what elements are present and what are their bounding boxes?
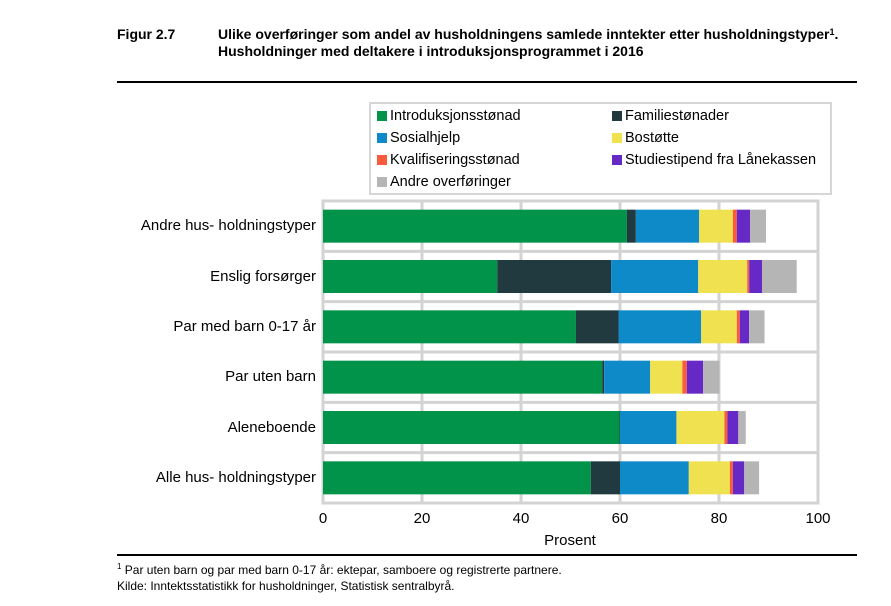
- legend-swatch: [612, 133, 622, 143]
- bar-segment: [323, 411, 620, 444]
- figure-title-main: Ulike overføringer som andel av husholdn…: [218, 26, 830, 42]
- legend-item-kvalifiseringsstonad: Kvalifiseringsstønad: [377, 152, 520, 168]
- bar-segment: [738, 411, 746, 444]
- bar-segment: [701, 310, 737, 344]
- bar-segment: [323, 461, 591, 495]
- bar-segment: [703, 360, 720, 394]
- bar-segment: [575, 310, 619, 344]
- bar-segment: [749, 310, 765, 344]
- legend-swatch: [377, 111, 387, 121]
- figure-title: Ulike overføringer som andel av husholdn…: [218, 26, 858, 60]
- legend-label: Bostøtte: [625, 130, 679, 146]
- bar-segment: [682, 360, 687, 394]
- bar-segment: [635, 209, 700, 243]
- legend-item-andre-overforinger: Andre overføringer: [377, 174, 511, 190]
- legend-label: Familiestønader: [625, 108, 729, 124]
- figure-title-rest: . Husholdninger med deltakere i introduk…: [218, 26, 839, 59]
- top-rule: [117, 81, 857, 83]
- legend-swatch: [377, 155, 387, 165]
- legend-swatch: [377, 133, 387, 143]
- bottom-rule: [117, 554, 857, 556]
- bar-segment: [626, 209, 636, 243]
- bar-segment: [620, 411, 677, 444]
- legend-label: Sosialhjelp: [390, 130, 461, 146]
- x-tick-label: 100: [805, 510, 831, 527]
- x-tick-label: 60: [611, 510, 629, 527]
- footnote-marker: 1: [117, 562, 122, 571]
- bar-segment: [497, 260, 612, 293]
- legend-item-studiestipend: Studiestipend fra Lånekassen: [612, 152, 816, 168]
- bar-segment: [749, 260, 763, 293]
- bar-segment: [729, 461, 733, 495]
- legend-swatch: [612, 155, 622, 165]
- bar-segment: [747, 260, 750, 293]
- footnote-text: Par uten barn og par med barn 0-17 år: e…: [121, 563, 562, 577]
- source-note: Kilde: Inntektsstatistikk for husholdnin…: [117, 579, 455, 593]
- y-tick-label: Andre hus- holdningstyper: [140, 217, 316, 235]
- bar-segment: [618, 310, 702, 344]
- bar-segment: [724, 411, 728, 444]
- y-tick-label: Alle hus- holdningstyper: [155, 468, 316, 486]
- bar-segment: [750, 209, 767, 243]
- bar-segment: [688, 461, 730, 495]
- y-tick-label: Par uten barn: [225, 368, 316, 386]
- footnote: 1 Par uten barn og par med barn 0-17 år:…: [117, 562, 562, 577]
- bar-segment: [650, 360, 683, 394]
- legend-item-bostotte: Bostøtte: [612, 130, 679, 146]
- legend-label: Introduksjonsstønad: [390, 108, 521, 124]
- legend-label: Andre overføringer: [390, 174, 511, 190]
- figure-title-footnote-ref: 1: [829, 27, 835, 37]
- x-tick-label: 80: [710, 510, 728, 527]
- bar-segment: [699, 209, 733, 243]
- x-tick-label: 40: [512, 510, 530, 527]
- bar-segment: [762, 260, 797, 293]
- figure-label: Figur 2.7: [117, 26, 176, 42]
- legend-label: Studiestipend fra Lånekassen: [625, 152, 817, 168]
- x-axis-title: Prosent: [544, 532, 596, 549]
- x-tick-label: 20: [413, 510, 431, 527]
- bar-segment: [602, 360, 605, 394]
- y-tick-label: Par med barn 0-17 år: [173, 317, 316, 335]
- bar-segment: [744, 461, 760, 495]
- legend-swatch: [612, 111, 622, 121]
- bar-segment: [611, 260, 699, 293]
- bar-segment: [323, 260, 498, 293]
- y-tick-label: Enslig forsørger: [210, 267, 316, 285]
- bar-segment: [620, 461, 689, 495]
- bar-segment: [590, 461, 620, 495]
- bar-segment: [736, 310, 740, 344]
- bar-segment: [739, 310, 750, 344]
- bar-segment: [323, 209, 627, 243]
- bar-segment: [736, 209, 751, 243]
- bar-segment: [676, 411, 725, 444]
- y-tick-label: Aleneboende: [227, 418, 316, 436]
- legend-item-familiestonader: Familiestønader: [612, 108, 729, 124]
- bar-segment: [732, 461, 745, 495]
- chart-legend: Introduksjonsstønad Familiestønader Sosi…: [369, 102, 832, 195]
- bar-segment: [732, 209, 737, 243]
- bar-segment: [604, 360, 651, 394]
- bar-segment: [323, 310, 576, 344]
- x-tick-label: 0: [318, 510, 328, 527]
- legend-label: Kvalifiseringsstønad: [390, 152, 520, 168]
- bar-segment: [686, 360, 704, 394]
- legend-item-sosialhjelp: Sosialhjelp: [377, 130, 460, 146]
- legend-swatch: [377, 177, 387, 187]
- legend-item-introduksjonsstonad: Introduksjonsstønad: [377, 108, 521, 124]
- bar-segment: [698, 260, 748, 293]
- bar-segment: [323, 360, 603, 394]
- bar-segment: [727, 411, 739, 444]
